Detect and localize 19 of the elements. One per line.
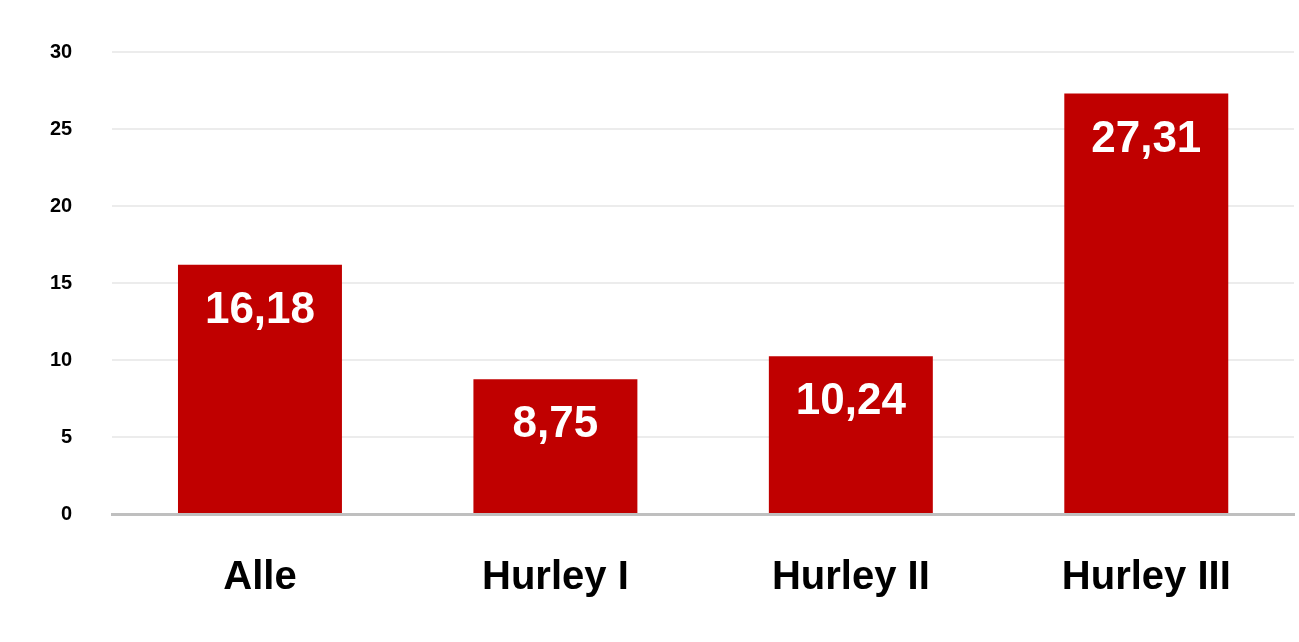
x-tick-label: Hurley III — [1061, 553, 1231, 598]
y-tick-label: 0 — [61, 501, 73, 524]
x-tick-label: Hurley I — [482, 553, 629, 598]
data-label: 10,24 — [795, 374, 907, 424]
bar — [1064, 93, 1229, 513]
y-tick-label: 30 — [50, 39, 73, 62]
y-tick-label: 25 — [50, 116, 73, 139]
y-tick-label: 10 — [50, 347, 73, 370]
x-tick-label: Alle — [223, 553, 297, 598]
data-label: 27,31 — [1091, 111, 1202, 161]
data-label: 8,75 — [512, 397, 599, 447]
data-label: 16,18 — [204, 282, 316, 332]
y-tick-label: 15 — [50, 270, 73, 293]
x-tick-label: Hurley II — [771, 553, 930, 598]
bar — [768, 356, 933, 513]
bar — [473, 379, 638, 513]
bar — [177, 264, 342, 513]
y-tick-label: 20 — [50, 193, 73, 216]
y-tick-label: 5 — [61, 424, 73, 447]
